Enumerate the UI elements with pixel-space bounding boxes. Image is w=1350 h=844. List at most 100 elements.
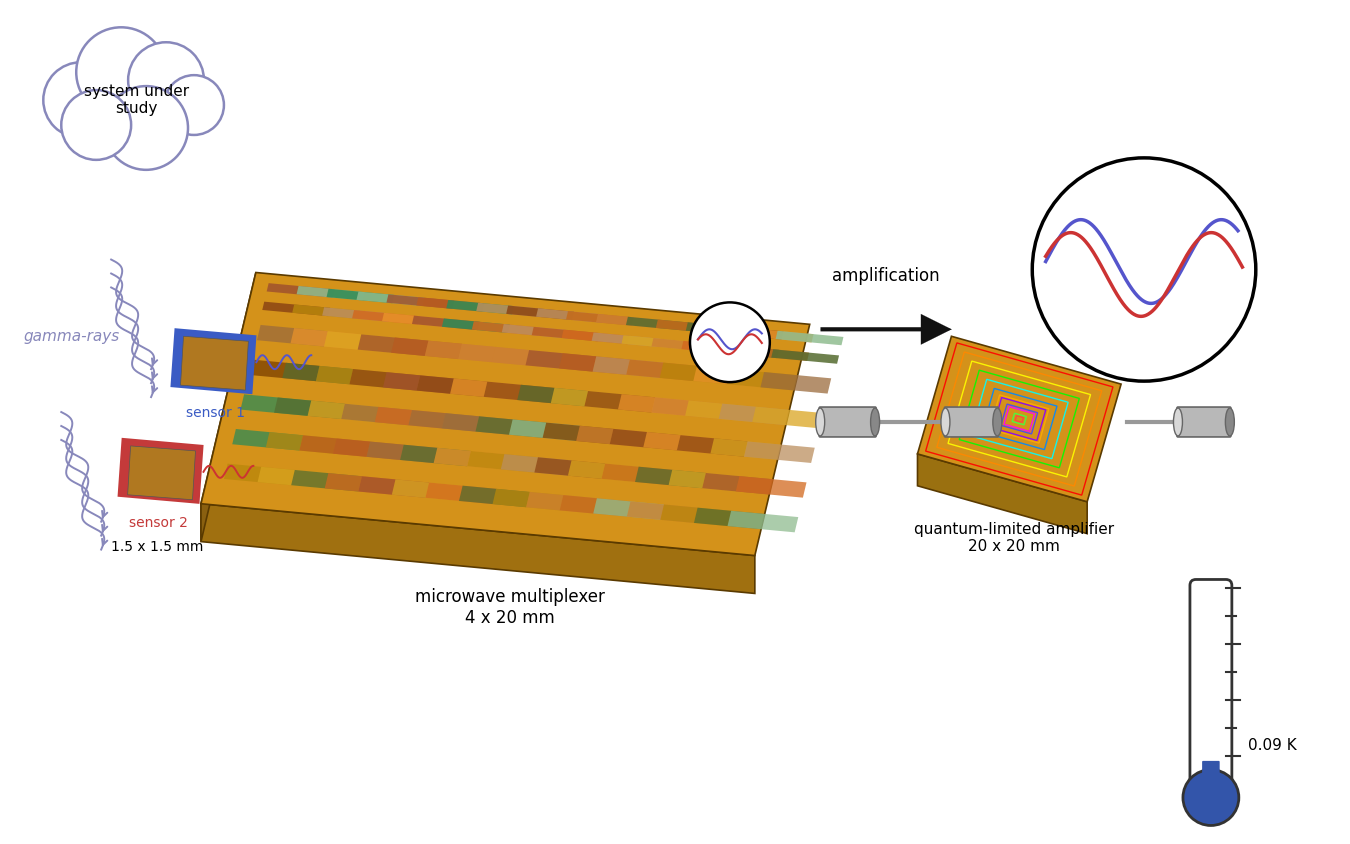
Ellipse shape <box>1226 408 1234 436</box>
Polygon shape <box>386 295 454 309</box>
Text: quantum-limited amplifier
20 x 20 mm: quantum-limited amplifier 20 x 20 mm <box>914 522 1114 554</box>
Polygon shape <box>741 347 809 361</box>
Polygon shape <box>593 498 664 520</box>
Polygon shape <box>726 369 798 391</box>
FancyBboxPatch shape <box>819 407 876 437</box>
Polygon shape <box>710 438 782 460</box>
Polygon shape <box>559 353 630 375</box>
Polygon shape <box>475 416 547 438</box>
Polygon shape <box>744 441 815 463</box>
Polygon shape <box>417 376 487 397</box>
Polygon shape <box>595 314 664 328</box>
Circle shape <box>165 75 224 135</box>
Polygon shape <box>502 324 570 338</box>
Polygon shape <box>232 429 302 451</box>
Polygon shape <box>352 310 420 325</box>
Ellipse shape <box>941 408 950 436</box>
Polygon shape <box>366 441 437 463</box>
Circle shape <box>128 42 204 118</box>
Polygon shape <box>290 328 362 349</box>
Polygon shape <box>745 328 814 343</box>
Polygon shape <box>918 454 1087 533</box>
Polygon shape <box>626 501 698 523</box>
Polygon shape <box>506 306 574 320</box>
Polygon shape <box>535 457 605 479</box>
Polygon shape <box>493 489 563 511</box>
Polygon shape <box>392 479 463 501</box>
Circle shape <box>61 90 131 160</box>
Polygon shape <box>467 451 539 473</box>
Polygon shape <box>752 407 824 428</box>
Polygon shape <box>682 341 749 355</box>
Polygon shape <box>728 511 798 533</box>
Polygon shape <box>526 492 597 513</box>
Ellipse shape <box>815 408 825 436</box>
Polygon shape <box>292 470 362 491</box>
Polygon shape <box>694 507 764 529</box>
Polygon shape <box>282 363 354 384</box>
Polygon shape <box>248 360 320 381</box>
Polygon shape <box>224 463 294 485</box>
FancyBboxPatch shape <box>1189 580 1231 787</box>
Polygon shape <box>551 388 621 409</box>
Polygon shape <box>274 398 344 419</box>
Polygon shape <box>256 325 328 347</box>
Ellipse shape <box>992 408 1002 436</box>
Polygon shape <box>568 461 639 482</box>
Polygon shape <box>652 398 722 419</box>
FancyBboxPatch shape <box>1177 407 1231 437</box>
Polygon shape <box>342 403 412 425</box>
Polygon shape <box>536 308 603 323</box>
Polygon shape <box>459 485 529 507</box>
Polygon shape <box>626 316 694 331</box>
Polygon shape <box>918 336 1120 501</box>
Polygon shape <box>477 303 544 317</box>
Polygon shape <box>621 335 690 349</box>
Polygon shape <box>560 495 630 517</box>
Polygon shape <box>383 372 454 394</box>
Polygon shape <box>240 394 312 416</box>
Polygon shape <box>509 419 579 441</box>
Polygon shape <box>441 318 510 333</box>
Polygon shape <box>591 333 659 347</box>
Ellipse shape <box>871 408 880 436</box>
Polygon shape <box>718 403 790 425</box>
FancyBboxPatch shape <box>1202 761 1219 782</box>
Polygon shape <box>543 423 613 444</box>
Polygon shape <box>776 331 844 345</box>
Polygon shape <box>525 350 597 371</box>
Polygon shape <box>358 476 429 498</box>
Polygon shape <box>416 297 485 311</box>
Polygon shape <box>472 322 540 336</box>
Polygon shape <box>201 273 256 542</box>
Polygon shape <box>576 425 647 447</box>
Circle shape <box>1033 158 1256 381</box>
Polygon shape <box>308 401 378 422</box>
Polygon shape <box>262 301 331 316</box>
Polygon shape <box>333 438 404 460</box>
Polygon shape <box>501 454 571 476</box>
Polygon shape <box>686 322 753 337</box>
Polygon shape <box>602 463 672 485</box>
Text: microwave multiplexer
4 x 20 mm: microwave multiplexer 4 x 20 mm <box>416 588 605 627</box>
Polygon shape <box>459 344 529 365</box>
FancyBboxPatch shape <box>1200 583 1222 778</box>
Polygon shape <box>382 313 450 327</box>
Polygon shape <box>201 504 755 593</box>
Polygon shape <box>267 283 335 298</box>
Polygon shape <box>425 483 497 504</box>
Polygon shape <box>711 344 779 358</box>
Polygon shape <box>626 360 697 381</box>
Polygon shape <box>358 334 428 356</box>
Polygon shape <box>201 273 810 555</box>
Polygon shape <box>585 391 655 413</box>
Polygon shape <box>644 432 714 453</box>
Polygon shape <box>412 316 479 330</box>
Polygon shape <box>593 356 663 378</box>
Polygon shape <box>532 327 599 341</box>
Circle shape <box>1183 770 1239 825</box>
Circle shape <box>43 62 119 138</box>
Polygon shape <box>181 336 248 390</box>
Polygon shape <box>668 470 740 491</box>
Polygon shape <box>258 467 328 489</box>
